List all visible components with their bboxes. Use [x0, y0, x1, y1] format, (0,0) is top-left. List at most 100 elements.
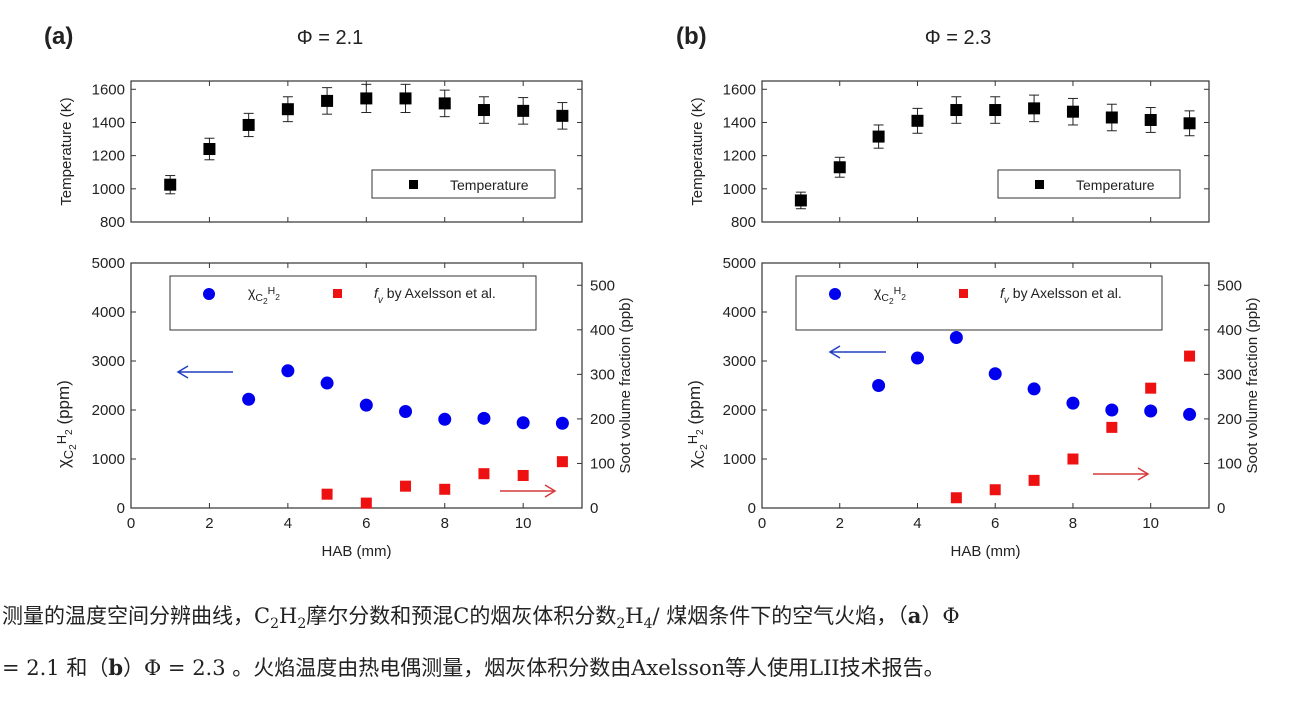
caption-fragment: ）Φ [921, 604, 960, 628]
temperature-point [360, 92, 373, 105]
caption-fragment: H [279, 604, 298, 628]
y-tick-label-left: 1000 [723, 451, 756, 468]
legend-label-fv: fv by Axelsson et al. [374, 285, 496, 306]
y-tick-label: 1000 [723, 181, 756, 198]
c2h2-point [281, 364, 295, 378]
panel-a: (a) Φ = 2.18001000120014001600Temperature… [44, 23, 634, 560]
temperature-point [399, 92, 412, 105]
temperature-point [556, 109, 569, 122]
figure: (a) Φ = 2.18001000120014001600Temperature… [44, 23, 1261, 560]
y-tick-label-right: 200 [1217, 411, 1242, 428]
legend-box [997, 169, 1181, 199]
legend-marker-c2h2 [203, 288, 215, 300]
x-tick-label: 8 [1069, 515, 1077, 532]
chi-label: χC2H2 [874, 284, 906, 306]
c2h2-point [1066, 396, 1080, 410]
c2h2-point [399, 404, 413, 418]
x-tick-label: 0 [758, 515, 766, 532]
fv-point [517, 469, 529, 481]
fv-point [556, 456, 568, 468]
fv-point [1028, 474, 1040, 486]
x-tick-label: 10 [515, 515, 532, 532]
temperature-point [1066, 105, 1079, 118]
c2h2-point [242, 392, 256, 406]
panel-title: Φ = 2.3 [925, 27, 992, 49]
chi-label: χC2H2 [248, 284, 280, 306]
x-tick-label: 2 [836, 515, 844, 532]
legend-label-temperature: Temperature [450, 177, 529, 193]
y-tick-label: 800 [100, 214, 125, 231]
y-tick-label-left: 4000 [92, 304, 125, 321]
fv-point [439, 483, 451, 495]
temperature-point [872, 130, 885, 143]
x-tick-label: 4 [913, 515, 921, 532]
caption-fragment: / 煤烟条件下的空气火焰，（ [652, 604, 908, 628]
y-axis-label-right: Soot volume fraction (ppb) [1244, 298, 1261, 474]
temperature-point [477, 104, 490, 117]
legend-marker-c2h2 [829, 288, 841, 300]
y-tick-label-left: 0 [748, 500, 756, 517]
y-tick-label-left: 5000 [723, 255, 756, 272]
y-tick-label-right: 500 [1217, 277, 1242, 294]
y-axis-label: Temperature (K) [689, 97, 706, 205]
c2h2-point [516, 416, 530, 430]
temperature-point [1105, 111, 1118, 124]
fv-point [950, 492, 962, 504]
y-tick-label-right: 300 [1217, 366, 1242, 383]
y-tick-label: 1400 [92, 114, 125, 131]
panel-label: (a) [44, 23, 73, 50]
y-tick-label-right: 500 [590, 277, 615, 294]
y-tick-label-right: 0 [590, 500, 598, 517]
y-tick-label-right: 300 [590, 366, 615, 383]
c2h2-point [872, 379, 886, 392]
caption-fragment: b [108, 655, 124, 680]
c2h2-point [988, 367, 1002, 381]
temperature-point [321, 94, 334, 107]
panel-b: (b) Φ = 2.38001000120014001600Temperature… [676, 23, 1261, 560]
y-tick-label-left: 2000 [92, 402, 125, 419]
x-tick-label: 10 [1142, 515, 1159, 532]
temperature-point [1183, 117, 1196, 130]
c2h2-point [949, 330, 963, 344]
c2h2-point [1144, 404, 1158, 418]
y-tick-label: 800 [731, 214, 756, 231]
y-tick-label-left: 1000 [92, 451, 125, 468]
temperature-point [242, 118, 255, 131]
x-tick-label: 6 [991, 515, 999, 532]
c2h2-point [359, 398, 373, 412]
caption-fragment: a [907, 603, 922, 628]
c2h2-point [477, 411, 491, 425]
panel-title: Φ = 2.1 [297, 27, 364, 49]
c2h2-point [320, 376, 334, 390]
c2h2-point [1105, 403, 1119, 417]
temperature-point [1028, 102, 1041, 115]
y-tick-label: 1400 [723, 114, 756, 131]
legend-label-fv: fv by Axelsson et al. [1000, 285, 1122, 306]
fv-point [478, 468, 490, 480]
x-axis-label: HAB (mm) [322, 543, 392, 560]
y-tick-label: 1600 [92, 81, 125, 98]
y-tick-label: 1000 [92, 181, 125, 198]
c2h2-point [910, 351, 924, 365]
temperature-point [950, 104, 963, 117]
temperature-point [911, 114, 924, 127]
axes-frame [130, 80, 583, 223]
legend-marker-fv [333, 289, 342, 298]
caption-fragment: H [625, 604, 644, 628]
caption-fragment: 摩尔分数和预混C的烟灰体积分数 [306, 604, 617, 628]
temperature-point [794, 194, 807, 207]
y-tick-label-left: 3000 [723, 353, 756, 370]
temperature-point [438, 97, 451, 110]
caption-fragment: 2 [270, 616, 279, 633]
legend-marker-fv [959, 289, 968, 298]
temperature-point [989, 104, 1002, 117]
temperature-point [833, 161, 846, 174]
y-tick-label-left: 3000 [92, 353, 125, 370]
legend-marker-temperature [409, 180, 418, 189]
y-axis-label-right: Soot volume fraction (ppb) [617, 298, 634, 474]
y-tick-label: 1200 [723, 148, 756, 165]
temperature-point [164, 178, 177, 191]
x-axis-label: HAB (mm) [951, 543, 1021, 560]
caption-line-1: 测量的温度空间分辨曲线，C2H2摩尔分数和预混C的烟灰体积分数2H4/ 煤烟条件… [2, 600, 960, 632]
x-tick-label: 8 [441, 515, 449, 532]
